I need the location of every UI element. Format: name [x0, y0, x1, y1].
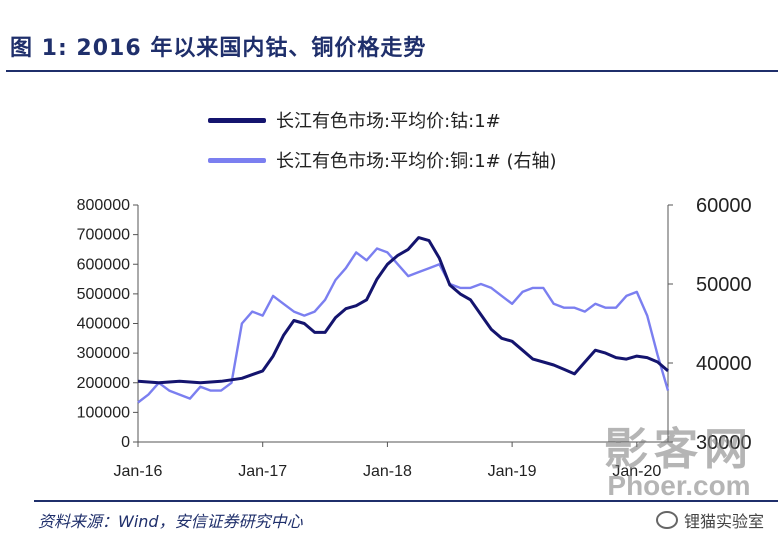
y-left-tick-label: 0: [121, 434, 130, 451]
watermark-url: Phoer.com: [607, 470, 751, 501]
y-left-tick-label: 100000: [77, 404, 130, 421]
y-left-tick-label: 700000: [77, 227, 130, 244]
x-tick-label: Jan-18: [363, 463, 412, 480]
y-left-tick-label: 400000: [77, 316, 130, 333]
legend-label-cobalt: 长江有色市场:平均价:钴:1#: [276, 111, 501, 132]
y-right-tick-label: 60000: [696, 195, 752, 217]
x-tick-label: Jan-20: [612, 463, 661, 480]
legend-label-copper: 长江有色市场:平均价:铜:1# (右轴): [276, 151, 557, 172]
chart-legend: 长江有色市场:平均价:钴:1# 长江有色市场:平均价:铜:1# (右轴): [208, 100, 557, 180]
watermark-text: 影客网: [604, 424, 754, 475]
figure-title: 图 1: 2016 年以来国内钴、铜价格走势: [10, 36, 427, 61]
legend-item-cobalt: 长江有色市场:平均价:钴:1#: [208, 100, 557, 140]
watermark: 影客网 Phoer.com: [604, 428, 754, 500]
legend-swatch-copper: [208, 157, 266, 163]
y-right-tick-label: 50000: [696, 274, 752, 296]
y-right-tick-label: 40000: [696, 353, 752, 375]
legend-item-copper: 长江有色市场:平均价:铜:1# (右轴): [208, 140, 557, 180]
footer-divider: [34, 500, 778, 502]
y-left-tick-label: 500000: [77, 286, 130, 303]
y-left-tick-label: 800000: [77, 197, 130, 214]
series-line-copper: [137, 247, 670, 404]
y-left-tick-label: 300000: [77, 345, 130, 362]
wechat-label: 锂猫实验室: [683, 512, 764, 531]
legend-swatch-cobalt: [208, 117, 266, 123]
wechat-tag: 锂猫实验室: [655, 508, 764, 532]
wechat-icon: [655, 511, 678, 529]
x-tick-label: Jan-17: [238, 463, 287, 480]
y-left-tick-label: 600000: [77, 256, 130, 273]
x-tick-label: Jan-19: [488, 463, 537, 480]
y-left-tick-label: 200000: [77, 375, 130, 392]
series-line-cobalt: [137, 236, 669, 385]
x-tick-label: Jan-16: [114, 463, 163, 480]
title-divider: [6, 70, 778, 72]
source-note: 资料来源：Wind，安信证券研究中心: [38, 512, 303, 531]
y-right-tick-label: 30000: [696, 432, 752, 454]
